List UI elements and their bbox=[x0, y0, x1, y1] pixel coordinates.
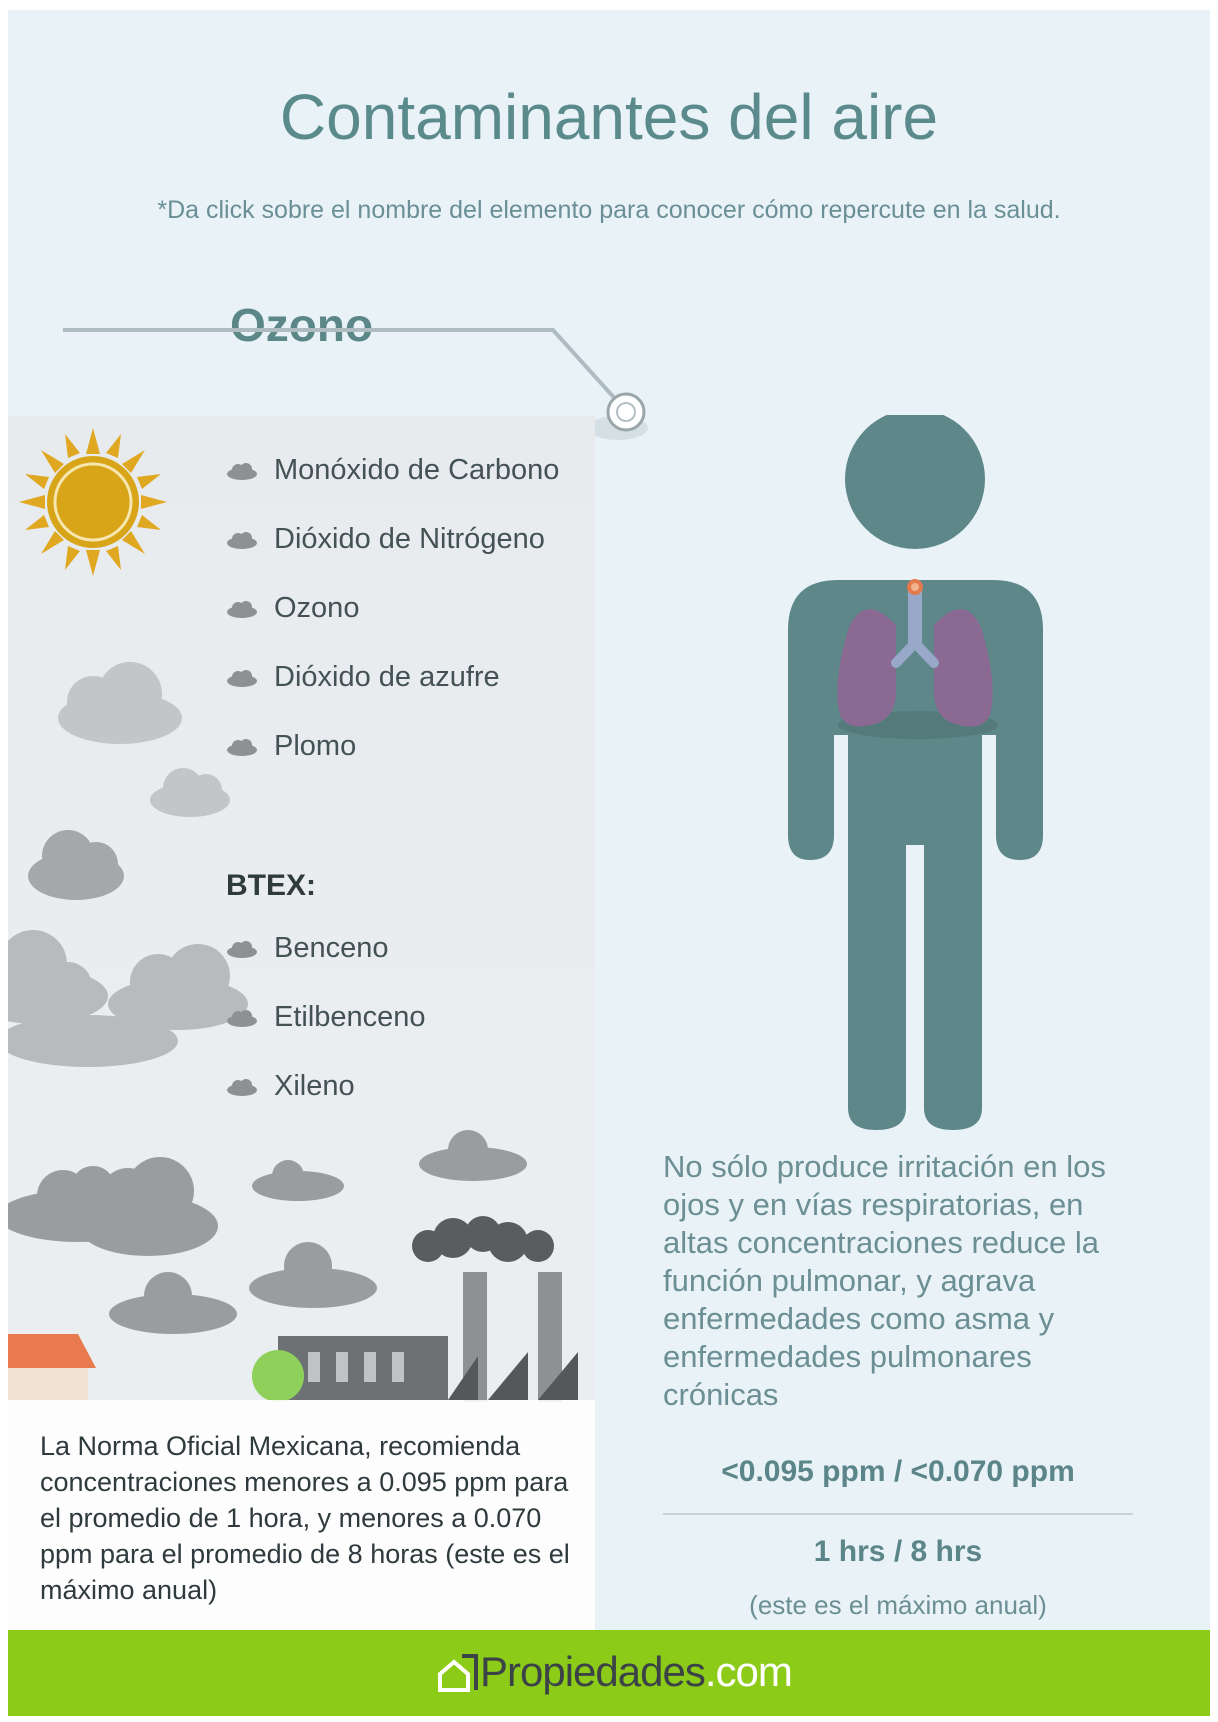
cloud-icon bbox=[109, 1272, 237, 1334]
annual-max-note: (este es el máximo anual) bbox=[749, 1590, 1047, 1620]
cloud-bullet-icon bbox=[227, 669, 257, 687]
pollutant-item-ozono[interactable]: Ozono bbox=[226, 592, 359, 625]
averaging-periods: 1 hrs / 8 hrs bbox=[813, 1535, 983, 1568]
pollutant-item-plomo[interactable]: Plomo bbox=[226, 730, 356, 763]
sun-icon bbox=[19, 428, 167, 576]
cloud-bullet-icon bbox=[227, 1078, 257, 1096]
norm-info-box: La Norma Oficial Mexicana, recomienda co… bbox=[8, 1400, 595, 1640]
footer-bar: Propiedades .com bbox=[8, 1630, 1210, 1716]
pollutant-label: Monóxido de Carbono bbox=[274, 454, 560, 486]
logo-domain: .com bbox=[704, 1648, 793, 1695]
logo-name: Propiedades bbox=[480, 1648, 706, 1695]
cloud-bullet-icon bbox=[227, 940, 257, 958]
pollutant-item-xileno[interactable]: Xileno bbox=[226, 1070, 355, 1103]
pollutant-item-dioxido-de-nitrogeno[interactable]: Dióxido de Nitrógeno bbox=[226, 523, 545, 556]
connector-line bbox=[63, 328, 648, 440]
health-effects-description: No sólo produce irritación en los ojos y… bbox=[663, 1149, 1106, 1412]
btex-heading: BTEX: bbox=[226, 869, 316, 902]
tree-icon bbox=[252, 1350, 304, 1402]
cloud-icon bbox=[252, 1160, 344, 1201]
cloud-bullet-icon bbox=[227, 600, 257, 618]
smoke-icon bbox=[412, 1216, 554, 1262]
divider bbox=[663, 1513, 1133, 1515]
pollutant-item-etilbenceno[interactable]: Etilbenceno bbox=[226, 1001, 426, 1034]
pollutant-label: Dióxido de azufre bbox=[274, 661, 500, 693]
cloud-icon bbox=[78, 1157, 218, 1256]
page-title: Contaminantes del aire bbox=[279, 81, 939, 153]
pollutant-label: Plomo bbox=[274, 730, 357, 762]
pollutant-label: Etilbenceno bbox=[274, 1001, 426, 1033]
cloud-bullet-icon bbox=[227, 738, 257, 756]
pollutant-panel: Monóxido de Carbono Dióxido de Nitrógeno… bbox=[8, 416, 595, 1640]
cloud-icon bbox=[419, 1130, 527, 1181]
house-roof-icon bbox=[8, 1334, 96, 1368]
cloud-icon bbox=[108, 944, 248, 1030]
concentration-limits: <0.095 ppm / <0.070 ppm bbox=[721, 1455, 1075, 1488]
cloud-icon bbox=[249, 1242, 377, 1308]
infographic: Contaminantes del aire *Da click sobre e… bbox=[8, 10, 1210, 1716]
pollutant-item-dioxido-de-azufre[interactable]: Dióxido de azufre bbox=[226, 661, 500, 694]
pollutant-item-benceno[interactable]: Benceno bbox=[226, 932, 389, 965]
cloud-icon bbox=[28, 830, 124, 900]
subtitle-instruction: *Da click sobre el nombre del elemento p… bbox=[157, 196, 1061, 224]
house-logo-icon bbox=[438, 1654, 478, 1692]
norm-text: La Norma Oficial Mexicana, recomienda co… bbox=[40, 1431, 570, 1605]
selected-pollutant-title: Ozono bbox=[230, 299, 374, 351]
pollutant-label: Ozono bbox=[274, 592, 360, 624]
cloud-icon bbox=[150, 768, 230, 817]
lungs-icon bbox=[837, 579, 998, 739]
human-figure-icon bbox=[788, 415, 1043, 1130]
cloud-icon bbox=[8, 1015, 178, 1067]
city-scene-illustration bbox=[8, 428, 578, 1402]
cloud-bullet-icon bbox=[227, 462, 257, 480]
pollutant-item-monoxido-de-carbono[interactable]: Monóxido de Carbono bbox=[226, 454, 559, 487]
pollutant-label: Xileno bbox=[274, 1070, 355, 1102]
pollutant-label: Dióxido de Nitrógeno bbox=[274, 523, 545, 555]
propiedades-logo[interactable]: Propiedades .com bbox=[436, 1642, 793, 1702]
cloud-icon bbox=[58, 662, 182, 744]
cloud-bullet-icon bbox=[227, 1009, 257, 1027]
cloud-icon bbox=[8, 930, 108, 1024]
cloud-bullet-icon bbox=[227, 531, 257, 549]
pollutant-label: Benceno bbox=[274, 932, 389, 964]
